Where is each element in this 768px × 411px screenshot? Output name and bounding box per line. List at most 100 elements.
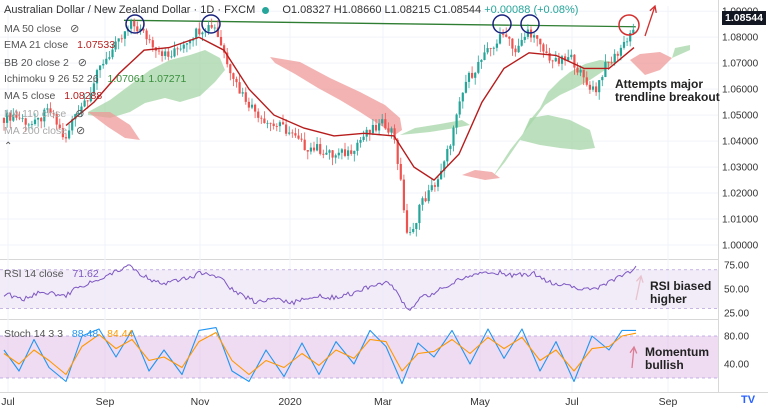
- candle-body: [139, 28, 142, 32]
- indicator-label: MA 5 close: [4, 90, 56, 102]
- candle-body: [61, 128, 64, 138]
- candle-body: [170, 56, 173, 58]
- stoch-legend[interactable]: Stoch 14 3 3 88.48 84.44: [4, 328, 133, 340]
- candle-body: [492, 47, 495, 49]
- candle-body: [136, 26, 139, 32]
- candle-body: [285, 124, 288, 134]
- swing-high-circle: [520, 14, 540, 34]
- candle-body: [396, 139, 399, 164]
- candle-body: [111, 49, 114, 58]
- candle-body: [337, 152, 340, 156]
- indicator-legend-ma50[interactable]: MA 50 close ⊘: [4, 22, 79, 35]
- candle-body: [291, 132, 294, 134]
- stoch-d-line: [3, 331, 637, 376]
- candle-body: [207, 25, 210, 32]
- candle-body: [607, 61, 610, 63]
- candle-body: [272, 123, 275, 127]
- rsi-band: [0, 269, 718, 309]
- candle-body: [452, 127, 455, 146]
- candle-body: [260, 117, 263, 119]
- candle-body: [424, 198, 427, 202]
- tradingview-logo-icon[interactable]: TV: [740, 394, 756, 406]
- candle-body: [632, 29, 635, 33]
- annotation-line: Momentum: [645, 345, 709, 359]
- candle-body: [254, 104, 257, 112]
- cloud-segment: [462, 170, 500, 180]
- candle-body: [142, 28, 145, 31]
- candle-body: [560, 56, 564, 64]
- candle-body: [474, 72, 477, 78]
- hidden-eye-icon[interactable]: ⊘: [77, 57, 87, 69]
- candle-body: [433, 185, 436, 187]
- candle-body: [281, 122, 285, 125]
- time-tick-label: 2020: [278, 396, 302, 408]
- candle-body: [573, 54, 576, 68]
- time-axis: Jul Sep Nov 2020 Mar May Jul Sep: [1, 396, 677, 408]
- time-tick-label: Sep: [96, 396, 115, 408]
- candle-body: [461, 92, 464, 102]
- indicator-label: Ichimoku 9 26 52 26: [4, 73, 99, 85]
- candle-body: [213, 27, 216, 29]
- price-tick-label: 1.08000: [722, 33, 759, 44]
- indicator-label: MA 200 close: [4, 125, 68, 137]
- time-tick-label: Jul: [1, 396, 14, 408]
- annotation-line: Attempts major: [615, 77, 704, 91]
- hidden-eye-icon[interactable]: ⊘: [75, 108, 85, 120]
- candle-body: [300, 138, 303, 140]
- candle-body: [619, 47, 622, 56]
- candle-body: [92, 83, 95, 94]
- candle-body: [381, 119, 384, 124]
- candle-body: [455, 114, 458, 128]
- candle-body: [427, 190, 430, 202]
- candle-body: [238, 82, 241, 94]
- candle-body: [405, 210, 409, 233]
- symbol-title[interactable]: Australian Dollar / New Zealand Dollar ·…: [4, 4, 256, 16]
- collapse-legend-icon[interactable]: ⌃: [4, 141, 13, 152]
- indicator-legend-ma5[interactable]: MA 5 close 1.08288: [4, 90, 102, 102]
- candle-body: [6, 112, 9, 123]
- indicator-legend-bb[interactable]: BB 20 close 2 ⊘: [4, 56, 87, 69]
- candle-body: [533, 35, 536, 38]
- candle-body: [24, 118, 27, 125]
- candle-body: [15, 114, 18, 118]
- candle-body: [464, 81, 467, 93]
- indicator-legend-ema21[interactable]: EMA 21 close 1.07533: [4, 39, 115, 51]
- stoch-tick-label: 80.00: [724, 332, 749, 343]
- candle-body: [486, 48, 489, 53]
- chart-header: Australian Dollar / New Zealand Dollar ·…: [4, 4, 578, 16]
- candle-body: [613, 53, 616, 63]
- indicator-legend-ichimoku[interactable]: Ichimoku 9 26 52 26 1.07061 1.07271: [4, 73, 186, 85]
- candle-body: [498, 34, 502, 44]
- indicator-label: EMA 21 close: [4, 39, 69, 51]
- time-tick-label: Nov: [191, 396, 210, 408]
- cloud-segment: [520, 115, 595, 150]
- hidden-eye-icon[interactable]: ⊘: [70, 23, 80, 35]
- rsi-legend[interactable]: RSI 14 close 71.62: [4, 268, 99, 280]
- candle-body: [340, 149, 343, 153]
- candle-body: [545, 51, 548, 53]
- candle-body: [58, 124, 61, 129]
- candle-body: [554, 58, 557, 62]
- indicator-legend-ma110[interactable]: MA 110 close ⊘: [4, 107, 84, 120]
- candle-body: [99, 65, 102, 71]
- candle-body: [167, 51, 170, 57]
- candle-body: [229, 64, 232, 74]
- candle-body: [86, 100, 89, 102]
- swing-high-circle: [125, 14, 145, 34]
- arrow-head: [649, 4, 657, 14]
- hidden-eye-icon[interactable]: ⊘: [75, 125, 86, 137]
- candle-body: [241, 92, 244, 94]
- time-tick-label: May: [470, 396, 491, 408]
- candle-body: [201, 32, 204, 35]
- price-tick-label: 1.06000: [722, 85, 759, 96]
- candle-body: [604, 61, 607, 77]
- candle-body: [331, 150, 334, 158]
- indicator-legend-ma200[interactable]: MA 200 close ⊘: [4, 124, 85, 137]
- candle-body: [564, 56, 567, 61]
- candle-body: [297, 135, 300, 139]
- candle-body: [263, 118, 266, 124]
- candle-body: [266, 122, 269, 124]
- candle-body: [30, 124, 33, 125]
- candle-body: [157, 50, 161, 52]
